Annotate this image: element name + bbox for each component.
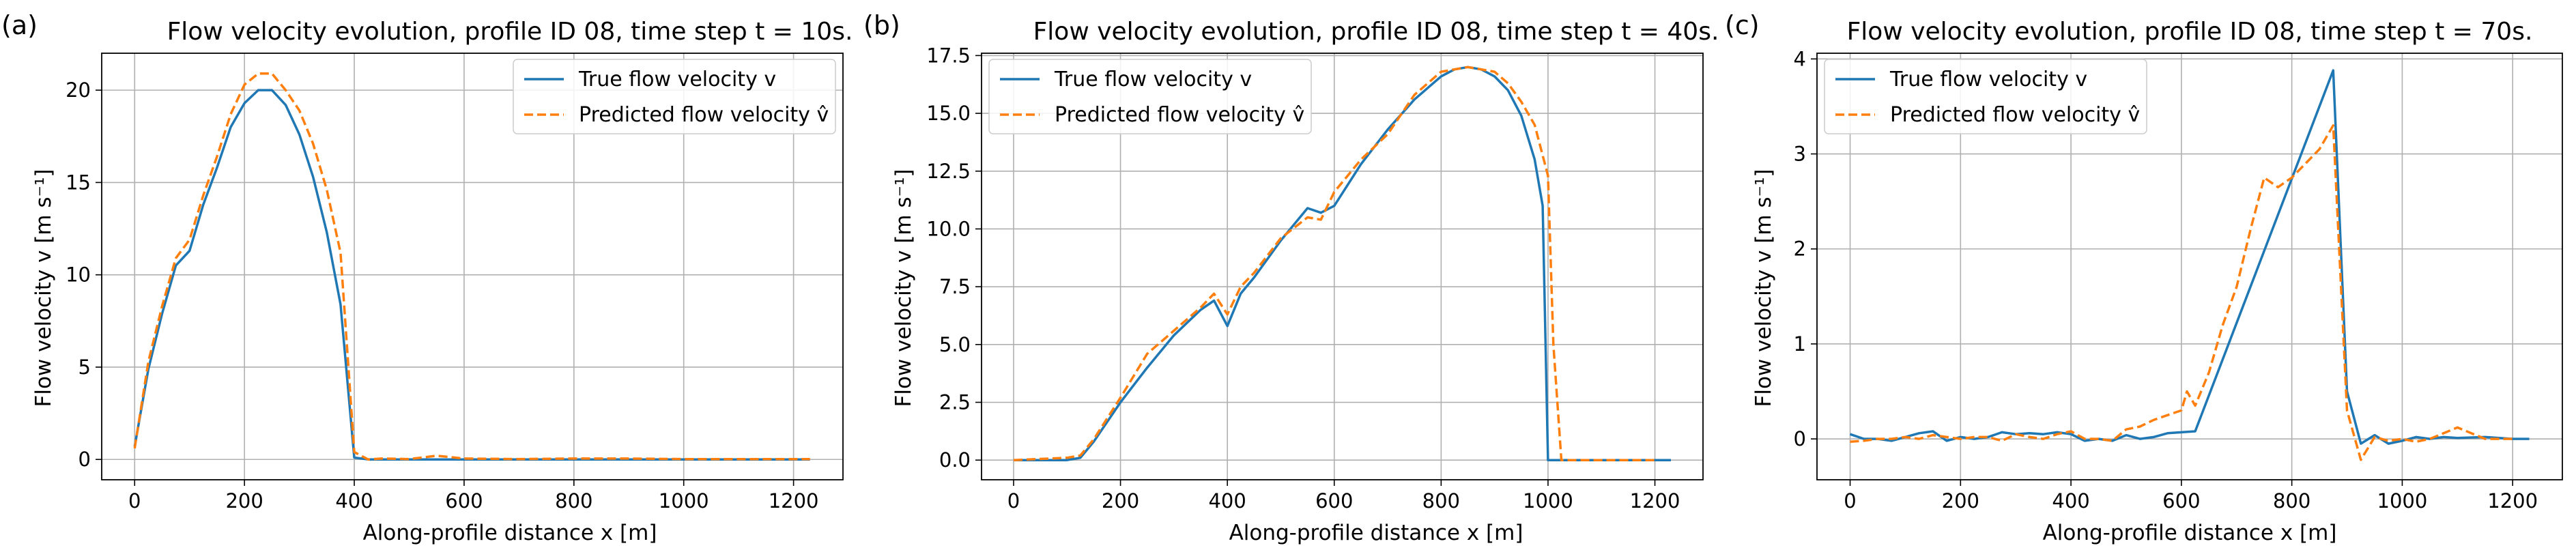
- panel-a-xtick-label-600: 600: [445, 489, 483, 513]
- panel-c-legend-pred-label: Predicted flow velocity v̂: [1890, 103, 2140, 127]
- panel-a-xtick-label-1000: 1000: [659, 489, 709, 513]
- panel-a-series-predicted-velocity-line: [133, 72, 810, 461]
- panel-c-xtick-label-0: 0: [1844, 489, 1856, 513]
- panel-a: (a) Flow velocity evolution, profile ID …: [1, 10, 853, 545]
- panel-c-xlabel: Along-profile distance x [m]: [2043, 521, 2337, 545]
- panel-c-ytick-label-1: 1: [1794, 332, 1806, 356]
- panel-c-letter: (c): [1725, 10, 1760, 40]
- panel-c-ytick-label-4: 4: [1794, 47, 1806, 70]
- panel-a-xtick-label-400: 400: [335, 489, 373, 513]
- panel-c-title: Flow velocity evolution, profile ID 08, …: [1847, 18, 2533, 46]
- panel-a-title: Flow velocity evolution, profile ID 08, …: [167, 18, 853, 46]
- panel-b-legend: True flow velocity v Predicted flow velo…: [988, 59, 1312, 134]
- panel-b-ticks: 0 200 400 600 800 1000 1200 0.0 2.5 5.0 7.5 10.0 12.…: [926, 44, 1680, 513]
- panel-a-xtick-label-200: 200: [225, 489, 263, 513]
- panel-a-xtick-label-800: 800: [555, 489, 592, 513]
- panel-c-xtick-label-1000: 1000: [2377, 489, 2428, 513]
- panel-b-legend-pred-label: Predicted flow velocity v̂: [1055, 103, 1304, 127]
- panel-c-xtick-label-1200: 1200: [2487, 489, 2538, 513]
- panel-b-title: Flow velocity evolution, profile ID 08, …: [1033, 18, 1719, 46]
- panel-b-xtick-label-400: 400: [1208, 489, 1246, 513]
- panel-a-ticks: 0 200 400 600 800 1000 1200 0 5 10 15 20: [66, 78, 818, 513]
- panel-a-axes-frame: [101, 53, 844, 480]
- panel-a-letter: (a): [1, 10, 38, 40]
- panel-a-series: [133, 72, 810, 461]
- panel-c-legend: True flow velocity v Predicted flow velo…: [1824, 59, 2147, 134]
- panel-a-legend-true-label: True flow velocity v: [578, 68, 776, 91]
- panel-b-ytick-label-7.5: 7.5: [939, 275, 971, 298]
- panel-c-series: [1849, 69, 2530, 461]
- panel-c-axes-frame: [1816, 53, 2563, 480]
- panel-c-ytick-label-2: 2: [1794, 237, 1806, 261]
- panel-b-ytick-label-0: 0.0: [939, 448, 971, 472]
- panel-b-xtick-label-0: 0: [1007, 489, 1020, 513]
- panel-c-grid: [1817, 53, 2562, 480]
- panel-c-series-predicted-velocity-line: [1850, 124, 2513, 461]
- panel-c-xtick-label-400: 400: [2052, 489, 2089, 513]
- panel-b-xtick-label-1200: 1200: [1630, 489, 1680, 513]
- panel-c-ytick-label-0: 0: [1794, 427, 1806, 450]
- panel-c-ylabel: Flow velocity v [m s⁻¹]: [1751, 169, 1776, 407]
- panel-c-xtick-label-800: 800: [2273, 489, 2310, 513]
- panel-b-letter: (b): [863, 10, 900, 40]
- panel-b-ytick-label-2.5: 2.5: [939, 391, 971, 414]
- panel-a-ytick-label-15: 15: [66, 171, 91, 194]
- panel-a-ytick-label-0: 0: [78, 448, 91, 471]
- panel-b-ytick-label-17.5: 17.5: [926, 44, 971, 67]
- panel-b-legend-box: [988, 59, 1312, 134]
- panel-b-series-predicted-velocity-line: [1013, 66, 1655, 461]
- panel-c-series-true-velocity-line: [1849, 69, 2530, 445]
- panel-a-series-true-velocity-line: [133, 89, 810, 461]
- panel-c-ticks: 0 200 400 600 800 1000 1200 0 1 2 3 4: [1794, 47, 2538, 513]
- panel-a-xlabel: Along-profile distance x [m]: [363, 521, 657, 545]
- panel-c-legend-box: [1824, 59, 2147, 134]
- panel-b-xtick-label-1000: 1000: [1523, 489, 1573, 513]
- panel-b-ytick-label-5: 5.0: [939, 333, 971, 356]
- panel-b-xlabel: Along-profile distance x [m]: [1229, 521, 1523, 545]
- panel-b-axes-frame: [981, 53, 1704, 480]
- panel-a-legend-pred-label: Predicted flow velocity v̂: [579, 103, 829, 127]
- panel-b-xtick-label-200: 200: [1102, 489, 1139, 513]
- panel-b-ytick-label-15: 15.0: [926, 102, 971, 125]
- panel-c-legend-true-label: True flow velocity v: [1889, 68, 2087, 91]
- panel-a-ytick-label-10: 10: [66, 263, 91, 287]
- panel-b-xtick-label-600: 600: [1315, 489, 1353, 513]
- panel-c-ytick-label-3: 3: [1794, 143, 1806, 166]
- panel-c: (c) Flow velocity evolution, profile ID …: [1725, 10, 2563, 545]
- panel-b: (b) Flow velocity evolution, profile ID …: [863, 10, 1719, 545]
- panel-a-ylabel: Flow velocity v [m s⁻¹]: [31, 169, 56, 407]
- panel-a-xtick-label-0: 0: [128, 489, 141, 513]
- panel-a-xtick-label-1200: 1200: [769, 489, 819, 513]
- panel-b-ylabel: Flow velocity v [m s⁻¹]: [891, 169, 916, 407]
- panel-b-legend-true-label: True flow velocity v: [1054, 68, 1252, 91]
- panel-a-ytick-label-20: 20: [66, 78, 91, 102]
- panel-b-xtick-label-800: 800: [1422, 489, 1460, 513]
- panel-c-xtick-label-600: 600: [2162, 489, 2200, 513]
- panel-a-ytick-label-5: 5: [78, 356, 91, 379]
- panel-b-series: [1013, 66, 1671, 461]
- panel-a-legend-box: [513, 59, 836, 134]
- panel-a-legend: True flow velocity v Predicted flow velo…: [513, 59, 836, 134]
- panel-c-xtick-label-200: 200: [1942, 489, 1979, 513]
- panel-b-ytick-label-10: 10.0: [926, 217, 971, 240]
- panel-b-ytick-label-12.5: 12.5: [926, 160, 971, 183]
